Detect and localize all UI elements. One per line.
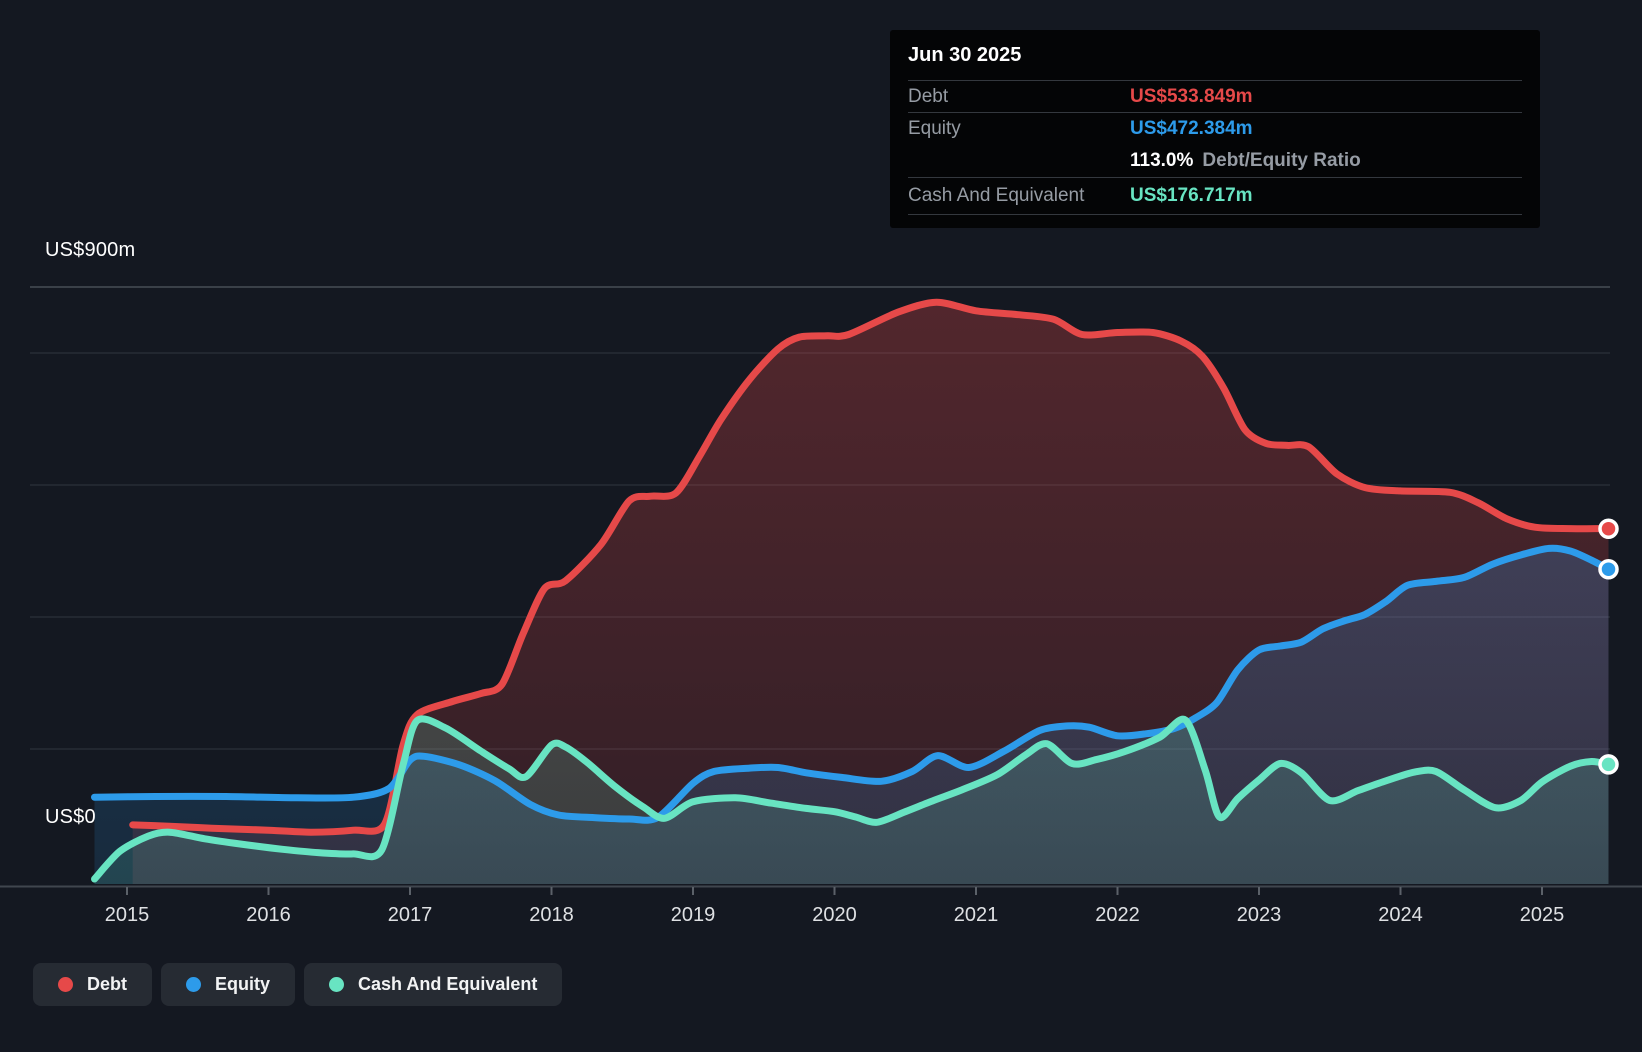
- series-end-markers: [1598, 518, 1619, 775]
- cash-end-dot: [1598, 754, 1619, 775]
- x-label-2016: 2016: [246, 904, 291, 926]
- legend-equity-label: Equity: [215, 974, 271, 994]
- tooltip-debt-value: US$533.849m: [1130, 85, 1253, 107]
- series-lines: [91, 298, 1612, 883]
- tooltip-debt-label: Debt: [908, 85, 949, 107]
- x-label-2017: 2017: [388, 904, 433, 926]
- x-label-2015: 2015: [105, 904, 150, 926]
- x-label-2020: 2020: [812, 904, 857, 926]
- legend-item-debt[interactable]: Debt: [33, 963, 152, 1006]
- tooltip-row-cash: Cash And Equivalent US$176.717m: [908, 177, 1522, 215]
- legend-item-cash[interactable]: Cash And Equivalent: [304, 963, 563, 1006]
- chart-tooltip: Jun 30 2025 Debt US$533.849m Equity US$4…: [890, 30, 1540, 228]
- y-axis-max-label: US$900m: [45, 239, 136, 261]
- debt-end-dot: [1598, 518, 1619, 539]
- x-label-2024: 2024: [1378, 904, 1423, 926]
- tooltip-row-equity: Equity US$472.384m: [908, 113, 1522, 144]
- legend-cash-label: Cash And Equivalent: [358, 974, 538, 994]
- legend-item-equity[interactable]: Equity: [161, 963, 296, 1006]
- tooltip-cash-value: US$176.717m: [1130, 185, 1253, 206]
- y-axis-zero-label: US$0: [45, 806, 96, 828]
- tooltip-ratio-label: Debt/Equity Ratio: [1202, 149, 1361, 171]
- debt-series-dot-icon: [58, 977, 73, 992]
- x-label-2018: 2018: [529, 904, 574, 926]
- x-label-2022: 2022: [1095, 904, 1140, 926]
- cash-series-dot-icon: [329, 977, 345, 992]
- x-axis: 2015 2016 2017 2018 2019 2020 2021 2022 2023 2024…: [0, 885, 1642, 926]
- tooltip-cash-label: Cash And Equivalent: [908, 185, 1085, 206]
- tooltip-equity-label: Equity: [908, 117, 961, 139]
- cash-line: [91, 715, 1612, 883]
- equity-line: [91, 544, 1612, 824]
- legend-debt-label: Debt: [87, 974, 127, 994]
- tooltip-ratio-value: 113.0%: [1130, 149, 1194, 171]
- tooltip-equity-value: US$472.384m: [1130, 117, 1253, 139]
- tooltip-row-ratio: 113.0% Debt/Equity Ratio: [908, 144, 1522, 177]
- x-label-2019: 2019: [671, 904, 716, 926]
- cash-area: [94, 718, 1609, 884]
- debt-line: [129, 298, 1612, 836]
- tooltip-row-debt: Debt US$533.849m: [908, 81, 1522, 113]
- x-label-2025: 2025: [1520, 904, 1565, 926]
- x-label-2021: 2021: [954, 904, 999, 926]
- series-areas: [94, 302, 1609, 884]
- tooltip-date: Jun 30 2025: [908, 30, 1522, 81]
- x-label-2023: 2023: [1237, 904, 1282, 926]
- equity-series-dot-icon: [186, 977, 201, 992]
- equity-end-dot: [1598, 558, 1619, 580]
- chart-legend: Debt Equity Cash And Equivalent: [33, 963, 563, 1006]
